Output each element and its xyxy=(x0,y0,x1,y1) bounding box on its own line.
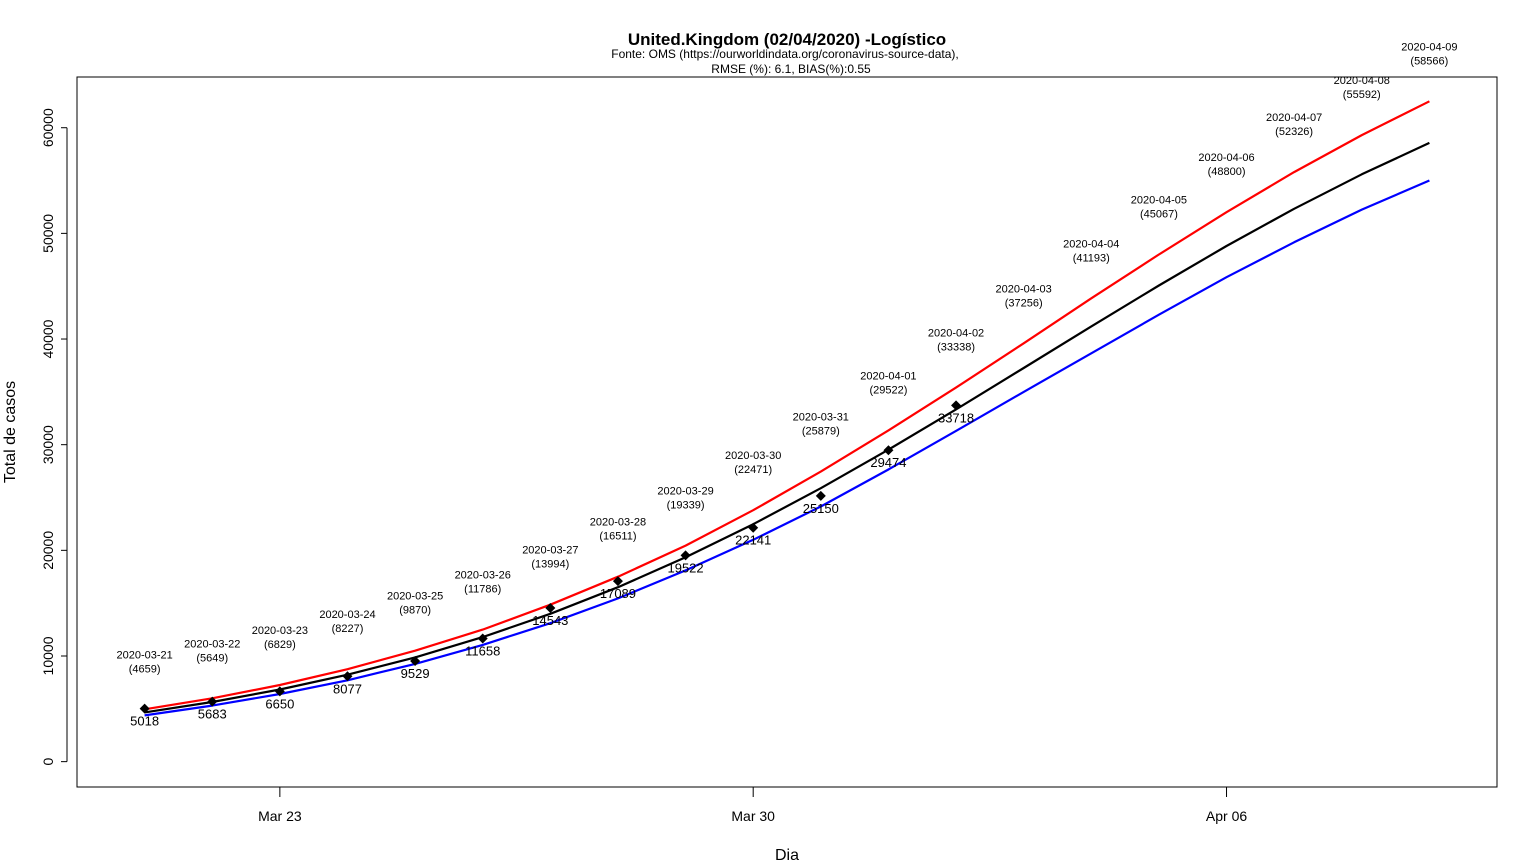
predicted-value-label: (11786) xyxy=(464,584,501,596)
predicted-date-label: 2020-03-28 xyxy=(590,517,646,529)
predicted-date-label: 2020-03-27 xyxy=(522,545,578,557)
predicted-value-label: (19339) xyxy=(667,500,705,512)
predicted-value-label: (58566) xyxy=(1410,55,1448,67)
observed-value-label: 5018 xyxy=(130,714,159,729)
observed-point xyxy=(883,445,894,456)
observed-point xyxy=(477,633,488,644)
y-axis: 0 10000 20000 30000 40000 50000 60000 xyxy=(40,108,68,766)
predicted-value-label: (29522) xyxy=(869,384,907,396)
predicted-value-label: (4659) xyxy=(129,663,161,675)
y-tick-label: 10000 xyxy=(40,636,56,675)
predicted-date-label: 2020-04-08 xyxy=(1334,75,1390,87)
observed-value-label: 14543 xyxy=(532,613,568,628)
observed-value-label: 25150 xyxy=(803,501,839,516)
observed-value-label: 8077 xyxy=(333,681,362,696)
predicted-value-label: (16511) xyxy=(599,531,636,543)
predicted-date-label: 2020-04-02 xyxy=(928,328,984,340)
observed-value-label: 22141 xyxy=(735,533,771,548)
predicted-value-label: (9870) xyxy=(399,605,431,617)
observed-value-label: 19522 xyxy=(667,560,703,575)
predicted-date-label: 2020-03-26 xyxy=(455,570,511,582)
observed-point xyxy=(612,576,623,587)
predicted-value-label: (8227) xyxy=(332,623,364,635)
y-tick-label: 20000 xyxy=(40,531,56,570)
predicted-value-label: (13994) xyxy=(531,559,569,571)
observed-point xyxy=(815,490,826,501)
observed-points-layer xyxy=(139,400,962,714)
predicted-value-label: (45067) xyxy=(1140,209,1178,221)
predicted-value-label: (37256) xyxy=(1005,297,1043,309)
series-layer xyxy=(144,100,1430,717)
y-axis-title: Total de casos xyxy=(2,381,19,483)
observed-point xyxy=(748,522,759,533)
upper-bound-line xyxy=(144,100,1430,711)
predicted-date-label: 2020-04-03 xyxy=(996,283,1052,295)
observed-value-label: 5683 xyxy=(198,707,227,722)
observed-value-label: 9529 xyxy=(401,666,430,681)
observed-value-label: 33718 xyxy=(938,410,974,425)
predicted-date-label: 2020-03-23 xyxy=(252,625,308,637)
predicted-date-label: 2020-03-21 xyxy=(116,649,172,661)
y-tick-label: 30000 xyxy=(40,425,56,464)
observed-point xyxy=(342,671,353,682)
predicted-date-label: 2020-03-29 xyxy=(657,486,713,498)
observed-value-label: 6650 xyxy=(265,696,294,711)
y-tick-label: 60000 xyxy=(40,108,56,147)
x-axis: Mar 23 Mar 30 Apr 06 xyxy=(258,786,1247,824)
x-axis-title: Dia xyxy=(775,847,799,864)
fitted-line xyxy=(144,141,1430,714)
observed-point xyxy=(951,400,962,411)
observed-point xyxy=(680,550,691,561)
predicted-value-label: (5649) xyxy=(196,652,228,664)
y-tick-label: 50000 xyxy=(40,214,56,253)
x-tick-label: Mar 23 xyxy=(258,808,302,824)
predicted-date-label: 2020-04-09 xyxy=(1401,41,1457,53)
predicted-date-label: 2020-04-05 xyxy=(1131,195,1187,207)
predicted-value-label: (25879) xyxy=(802,426,840,438)
observed-point xyxy=(274,686,285,697)
y-tick-label: 0 xyxy=(40,758,56,766)
observed-value-label: 29474 xyxy=(870,455,906,470)
observed-value-label: 17089 xyxy=(600,586,636,601)
labels-layer: 5018 5683 6650 8077 9529 11658 14543 17089 19522… xyxy=(116,41,1457,728)
predicted-date-label: 2020-04-01 xyxy=(860,370,916,382)
predicted-value-label: (22471) xyxy=(734,464,772,476)
observed-point xyxy=(545,602,556,613)
predicted-date-label: 2020-03-30 xyxy=(725,450,781,462)
predicted-value-label: (52326) xyxy=(1275,126,1313,138)
predicted-date-label: 2020-03-25 xyxy=(387,591,443,603)
chart-subtitle-line-2: RMSE (%): 6.1, BIAS(%):0.55 xyxy=(711,62,871,76)
observed-point xyxy=(207,696,218,707)
predicted-value-label: (33338) xyxy=(937,342,975,354)
lower-bound-line xyxy=(144,179,1430,717)
predicted-value-label: (48800) xyxy=(1208,166,1246,178)
predicted-date-label: 2020-04-06 xyxy=(1198,152,1254,164)
x-tick-label: Apr 06 xyxy=(1206,808,1247,824)
predicted-value-label: (41193) xyxy=(1073,252,1110,264)
observed-value-label: 11658 xyxy=(465,643,500,658)
plot-frame xyxy=(76,76,1498,788)
chart-subtitle-line-1: Fonte: OMS (https://ourworldindata.org/c… xyxy=(611,47,958,61)
observed-point xyxy=(410,655,421,666)
y-tick-label: 40000 xyxy=(40,319,56,358)
predicted-date-label: 2020-03-31 xyxy=(793,412,849,424)
predicted-value-label: (6829) xyxy=(264,639,296,651)
predicted-value-label: (55592) xyxy=(1343,89,1381,101)
predicted-date-label: 2020-03-24 xyxy=(319,609,375,621)
chart-title: United.Kingdom (02/04/2020) -Logístico xyxy=(628,30,946,49)
predicted-date-label: 2020-04-04 xyxy=(1063,238,1119,250)
x-tick-label: Mar 30 xyxy=(731,808,775,824)
observed-point xyxy=(139,703,150,714)
predicted-date-label: 2020-03-22 xyxy=(184,638,240,650)
predicted-date-label: 2020-04-07 xyxy=(1266,112,1322,124)
